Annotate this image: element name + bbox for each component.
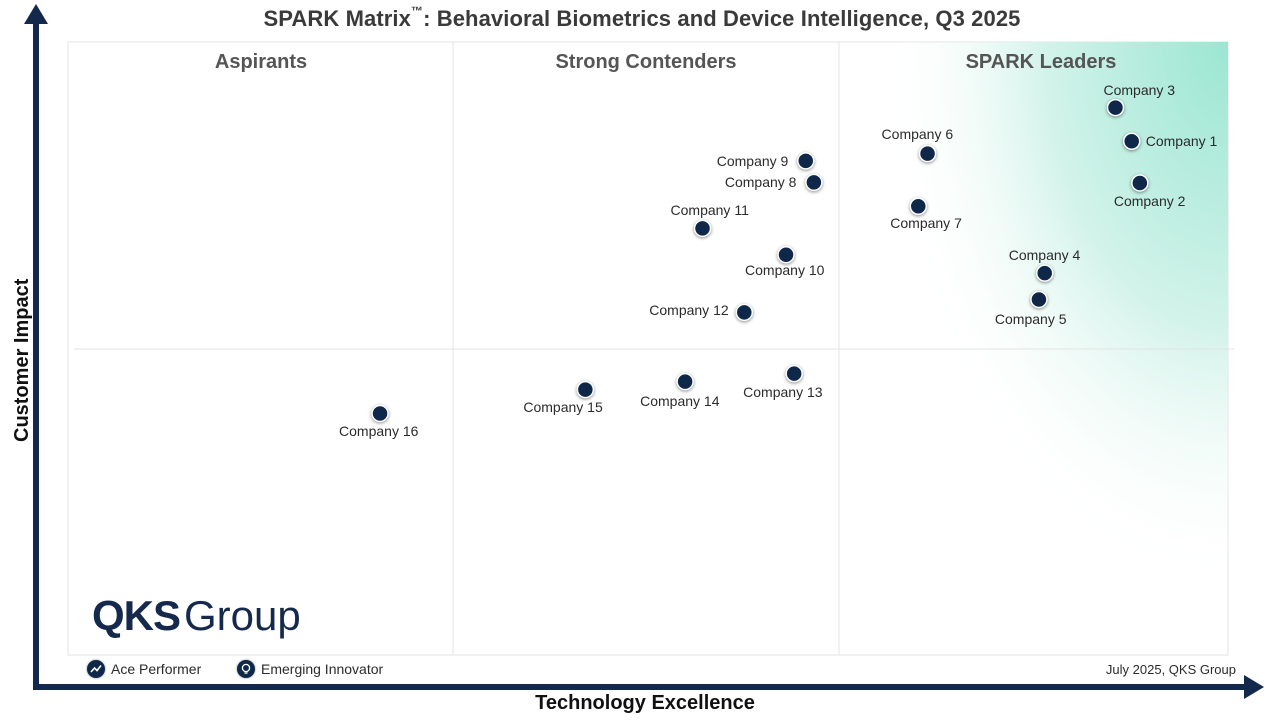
label-company-16: Company 16 bbox=[339, 423, 419, 440]
x-axis-title: Technology Excellence bbox=[535, 692, 755, 714]
y-axis-title: Customer Impact bbox=[11, 278, 33, 442]
quadrant-label-spark-leaders: SPARK Leaders bbox=[965, 51, 1117, 73]
label-company-4: Company 4 bbox=[1008, 247, 1081, 264]
point-company-1 bbox=[1122, 132, 1141, 151]
legend-emerging-innovator: Emerging Innovator bbox=[237, 660, 383, 678]
point-company-5 bbox=[1030, 290, 1048, 309]
point-company-8 bbox=[805, 173, 823, 192]
legend-label-ace-performer: Ace Performer bbox=[111, 661, 202, 677]
label-company-5: Company 5 bbox=[994, 311, 1067, 328]
point-company-4 bbox=[1035, 264, 1054, 282]
label-company-3: Company 3 bbox=[1103, 81, 1176, 98]
chart-title: SPARK Matrix™: Behavioral Biometrics and… bbox=[263, 4, 1021, 31]
point-company-7 bbox=[909, 197, 928, 216]
point-company-14 bbox=[676, 372, 694, 391]
quadrant-label-aspirants: Aspirants bbox=[214, 51, 308, 73]
point-company-15 bbox=[576, 380, 595, 399]
point-company-16 bbox=[371, 404, 389, 423]
footer-date: July 2025, QKS Group bbox=[1105, 662, 1236, 677]
qks-group-logo: QKSGroup bbox=[92, 592, 301, 639]
label-company-10: Company 10 bbox=[745, 261, 825, 278]
x-axis-arrowhead bbox=[1244, 675, 1264, 699]
label-company-8: Company 8 bbox=[724, 174, 797, 191]
point-company-2 bbox=[1131, 174, 1149, 192]
label-company-1: Company 1 bbox=[1145, 133, 1218, 150]
points-layer bbox=[371, 98, 1149, 423]
point-company-6 bbox=[918, 144, 937, 163]
label-company-14: Company 14 bbox=[640, 392, 720, 409]
trend-up-icon bbox=[87, 660, 105, 678]
point-company-11 bbox=[693, 219, 712, 238]
label-company-13: Company 13 bbox=[743, 383, 823, 400]
label-company-9: Company 9 bbox=[716, 152, 789, 169]
point-company-10 bbox=[777, 245, 795, 264]
quadrant-label-strong-contenders: Strong Contenders bbox=[555, 51, 737, 73]
label-company-6: Company 6 bbox=[881, 125, 954, 142]
label-company-12: Company 12 bbox=[649, 302, 729, 319]
legend-label-emerging-innovator: Emerging Innovator bbox=[261, 661, 384, 677]
point-company-12 bbox=[735, 303, 754, 322]
label-company-7: Company 7 bbox=[890, 215, 962, 232]
point-company-13 bbox=[785, 364, 803, 383]
label-company-11: Company 11 bbox=[670, 202, 749, 219]
point-company-3 bbox=[1106, 98, 1125, 117]
legend-ace-performer: Ace Performer bbox=[87, 660, 201, 678]
point-company-9 bbox=[797, 152, 815, 170]
label-company-2: Company 2 bbox=[1113, 192, 1186, 209]
y-axis-arrowhead bbox=[24, 4, 48, 24]
label-company-15: Company 15 bbox=[523, 398, 603, 415]
lightbulb-icon bbox=[237, 660, 255, 678]
